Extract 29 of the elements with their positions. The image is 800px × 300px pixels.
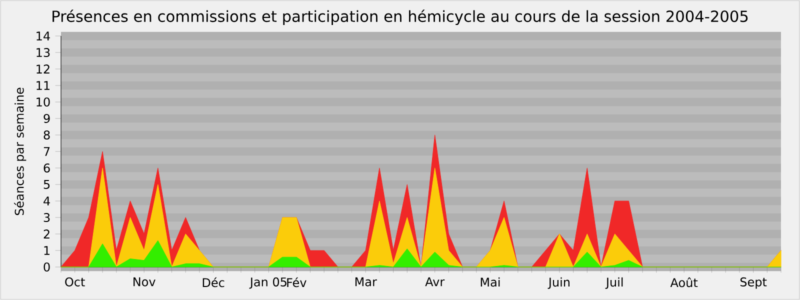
x-tick-label: Mar [355, 277, 377, 286]
y-tick-label: 4 [44, 196, 50, 206]
chart-title: Présences en commissions et participation en hémicycle au cours de la session 2004-2005 [52, 10, 748, 26]
y-tick-label: 5 [44, 180, 50, 189]
y-tick-label: 1 [44, 246, 50, 255]
x-tick-label: Oct [65, 277, 85, 286]
y-tick-label: 2 [44, 230, 50, 238]
x-tick-label: Jan 05 [249, 277, 286, 289]
y-tick-label: 10 [36, 97, 50, 107]
y-tick-label: 0 [44, 262, 50, 272]
x-tick-label: Sept [740, 277, 767, 289]
y-tick-label: 6 [44, 163, 50, 173]
x-tick-label: Août [670, 277, 698, 288]
y-tick-label: 7 [44, 147, 50, 156]
x-tick-label: Juin [548, 277, 570, 289]
y-axis-title: Séances par semaine [14, 88, 26, 216]
y-tick-label: 8 [44, 130, 50, 140]
y-tick-label: 11 [36, 81, 50, 90]
y-tick-label: 14 [36, 32, 50, 40]
x-tick-label: Mai [480, 277, 500, 287]
x-tick-label: Juil [605, 277, 623, 289]
y-tick-label: 3 [44, 212, 50, 222]
y-tick-label: 12 [36, 64, 50, 74]
x-tick-label: Avr [425, 277, 445, 286]
y-tick-label: 13 [36, 48, 50, 58]
x-tick-label: Déc [202, 277, 224, 288]
x-tick-label: Fév [287, 277, 306, 288]
x-tick-label: Nov [134, 277, 156, 286]
y-tick-label: 9 [44, 114, 50, 124]
